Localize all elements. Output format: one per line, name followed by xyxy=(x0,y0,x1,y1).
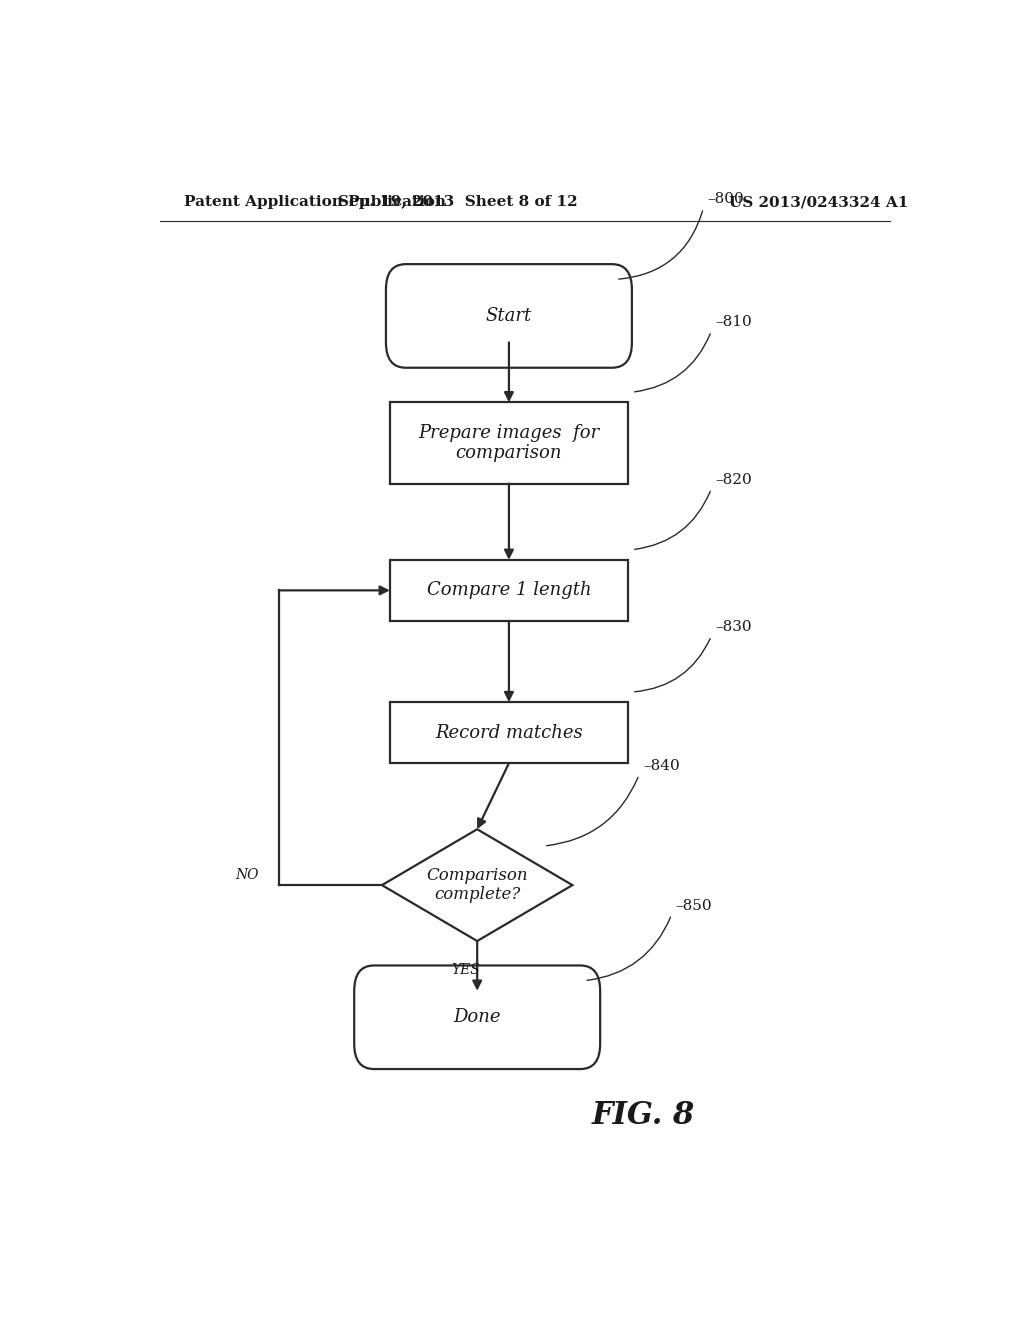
FancyBboxPatch shape xyxy=(390,403,628,483)
FancyBboxPatch shape xyxy=(354,965,600,1069)
Text: –820: –820 xyxy=(715,473,752,487)
Text: –840: –840 xyxy=(643,759,680,772)
Text: Start: Start xyxy=(485,308,532,325)
Text: Comparison
complete?: Comparison complete? xyxy=(426,867,528,903)
Text: YES: YES xyxy=(451,964,479,977)
Text: –850: –850 xyxy=(676,899,713,912)
FancyBboxPatch shape xyxy=(386,264,632,368)
Polygon shape xyxy=(382,829,572,941)
Text: –800: –800 xyxy=(708,193,744,206)
Text: NO: NO xyxy=(236,869,259,882)
Text: Compare 1 length: Compare 1 length xyxy=(427,581,591,599)
FancyBboxPatch shape xyxy=(390,560,628,620)
Text: Prepare images  for
comparison: Prepare images for comparison xyxy=(418,424,600,462)
FancyBboxPatch shape xyxy=(390,702,628,763)
Text: FIG. 8: FIG. 8 xyxy=(592,1101,695,1131)
Text: US 2013/0243324 A1: US 2013/0243324 A1 xyxy=(729,195,908,209)
Text: Record matches: Record matches xyxy=(435,723,583,742)
Text: –830: –830 xyxy=(715,620,752,634)
Text: Done: Done xyxy=(454,1008,501,1026)
Text: Sep. 19, 2013  Sheet 8 of 12: Sep. 19, 2013 Sheet 8 of 12 xyxy=(338,195,578,209)
Text: Patent Application Publication: Patent Application Publication xyxy=(183,195,445,209)
Text: –810: –810 xyxy=(715,315,752,329)
